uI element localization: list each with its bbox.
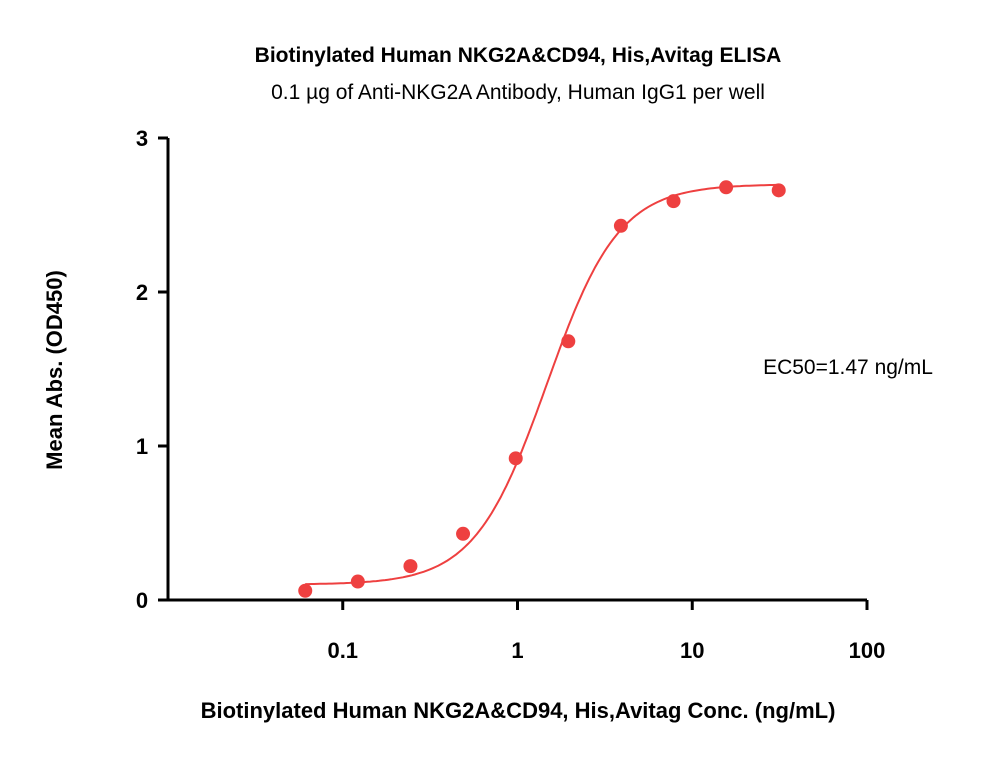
y-tick-label: 3 xyxy=(136,126,148,151)
x-tick-label: 10 xyxy=(680,638,704,663)
chart-title: Biotinylated Human NKG2A&CD94, His,Avita… xyxy=(255,44,782,67)
y-axis-label: Mean Abs. (OD450) xyxy=(42,270,67,470)
chart-subtitle: 0.1 µg of Anti-NKG2A Antibody, Human IgG… xyxy=(271,81,765,104)
x-tick-label: 100 xyxy=(849,638,886,663)
y-tick-label: 0 xyxy=(136,588,148,613)
data-point xyxy=(771,183,786,198)
data-point xyxy=(298,583,313,598)
data-point xyxy=(561,334,576,349)
data-point xyxy=(613,218,628,233)
y-tick-label: 1 xyxy=(136,434,148,459)
data-point xyxy=(456,526,471,541)
ec50-annotation: EC50=1.47 ng/mL xyxy=(763,356,933,379)
data-points xyxy=(298,180,786,598)
x-axis-label: Biotinylated Human NKG2A&CD94, His,Avita… xyxy=(201,698,836,723)
x-tick-label: 1 xyxy=(511,638,523,663)
data-point xyxy=(403,559,418,574)
x-tick-label: 0.1 xyxy=(327,638,358,663)
data-point xyxy=(508,451,523,466)
y-tick-label: 2 xyxy=(136,280,148,305)
data-point xyxy=(350,574,365,589)
ticks: 0 1 2 3 0.1 1 10 100 xyxy=(136,126,885,663)
fit-curve xyxy=(305,183,779,586)
data-point xyxy=(719,180,734,195)
data-point xyxy=(666,194,681,209)
